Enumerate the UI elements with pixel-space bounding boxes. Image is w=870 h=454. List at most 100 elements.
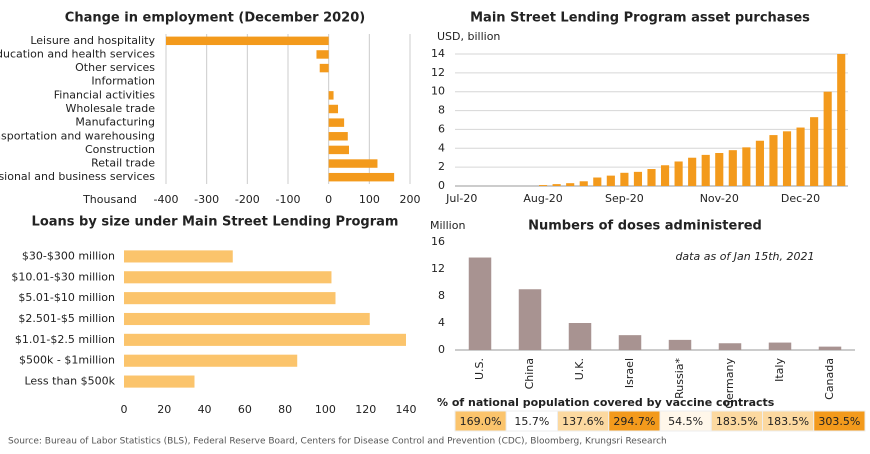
bar (319, 63, 329, 73)
chart-title: Loans by size under Main Street Lending … (32, 215, 399, 230)
x-axis-label: Thousand (82, 193, 137, 206)
category-label: Retail trade (91, 157, 155, 170)
y-tick-label: 10 (431, 85, 445, 98)
annotation: data as of Jan 15th, 2021 (675, 250, 814, 263)
x-tick-label: Aug-20 (523, 192, 562, 205)
x-tick-label: 80 (278, 403, 292, 416)
bar (518, 289, 542, 350)
bar (715, 153, 724, 186)
y-axis-label: Million (430, 219, 465, 232)
bar (468, 257, 492, 350)
bar (818, 346, 842, 350)
bar (124, 271, 332, 284)
bar (124, 333, 406, 346)
bar (837, 54, 846, 186)
category-label: Transportation and warehousing (0, 129, 155, 142)
x-tick-label: Nov-20 (700, 192, 739, 205)
bar (620, 172, 629, 186)
y-tick-label: 4 (438, 141, 445, 154)
x-tick-label: 0 (121, 403, 128, 416)
x-tick-label: Sep-20 (605, 192, 644, 205)
bar (328, 104, 339, 114)
bar (796, 127, 805, 186)
x-tick-label: Russia* (673, 358, 686, 399)
bar (328, 159, 378, 168)
table-value: 169.0% (460, 415, 502, 428)
x-tick-label: 140 (396, 403, 417, 416)
bar (701, 154, 710, 186)
bar (124, 292, 336, 305)
bar (328, 172, 395, 182)
x-tick-label: U.K. (573, 358, 586, 380)
bar (328, 91, 334, 100)
category-label: Wholesale trade (65, 102, 155, 115)
x-tick-label: 0 (325, 193, 332, 206)
category-label: $2.501-$5 million (18, 312, 115, 325)
x-tick-label: China (523, 358, 536, 389)
x-tick-label: -300 (194, 193, 219, 206)
y-tick-label: 0 (438, 179, 445, 192)
y-tick-label: 8 (438, 104, 445, 117)
table-value: 54.5% (668, 415, 703, 428)
x-tick-label: 120 (355, 403, 376, 416)
x-tick-label: Germany (723, 358, 736, 409)
table-value: 15.7% (514, 415, 549, 428)
category-label: Education and health services (0, 47, 155, 60)
chart-title: Main Street Lending Program asset purcha… (470, 11, 810, 26)
y-tick-label: 16 (431, 235, 445, 248)
table-value: 183.5% (767, 415, 809, 428)
y-tick-label: 8 (438, 289, 445, 302)
x-tick-label: 100 (315, 403, 336, 416)
category-label: Less than $500k (24, 375, 115, 388)
y-axis-label: USD, billion (437, 30, 500, 43)
bar (660, 165, 670, 186)
x-tick-label: -100 (276, 193, 301, 206)
bar (606, 175, 615, 186)
bar (755, 140, 764, 186)
x-tick-label: 20 (157, 403, 171, 416)
x-tick-label: Canada (823, 358, 836, 400)
bar (647, 169, 656, 186)
bar (688, 157, 697, 186)
source: Source: Bureau of Labor Statistics (BLS)… (8, 437, 667, 447)
x-tick-label: -200 (235, 193, 260, 206)
bar (742, 147, 751, 186)
category-label: $1.01-$2.5 million (15, 333, 115, 346)
x-tick-label: -400 (154, 193, 179, 206)
x-tick-label: 40 (198, 403, 212, 416)
category-label: Manufacturing (75, 116, 155, 129)
bar (769, 135, 778, 186)
bar (328, 145, 349, 155)
bar (328, 118, 345, 127)
category-label: Construction (85, 143, 155, 156)
bar (728, 150, 737, 186)
x-tick-label: Dec-20 (781, 192, 820, 205)
bar (593, 177, 602, 186)
x-tick-label: Jul-20 (445, 192, 477, 205)
table-value: 303.5% (818, 415, 860, 428)
category-label: Information (91, 75, 155, 88)
y-tick-label: 12 (431, 262, 445, 275)
bar (124, 312, 370, 326)
bar (316, 50, 329, 59)
y-tick-label: 12 (431, 66, 445, 79)
bar (328, 132, 348, 141)
x-tick-label: 200 (400, 193, 421, 206)
bar (633, 171, 643, 186)
table-cell (813, 410, 866, 432)
table-value: 183.5% (716, 415, 758, 428)
bar (124, 375, 195, 388)
category-label: Other services (75, 61, 155, 74)
y-tick-label: 2 (438, 160, 445, 173)
y-tick-label: 4 (438, 316, 445, 329)
bar (768, 342, 792, 350)
category-label: Professional and business services (0, 170, 155, 183)
category-label: $30-$300 million (22, 249, 115, 262)
chart-title: Numbers of doses administered (528, 219, 762, 234)
y-tick-label: 6 (438, 122, 445, 135)
x-tick-label: Israel (623, 358, 636, 388)
category-label: $5.01-$10 million (18, 291, 115, 304)
bar (124, 250, 233, 263)
bar (579, 181, 588, 186)
